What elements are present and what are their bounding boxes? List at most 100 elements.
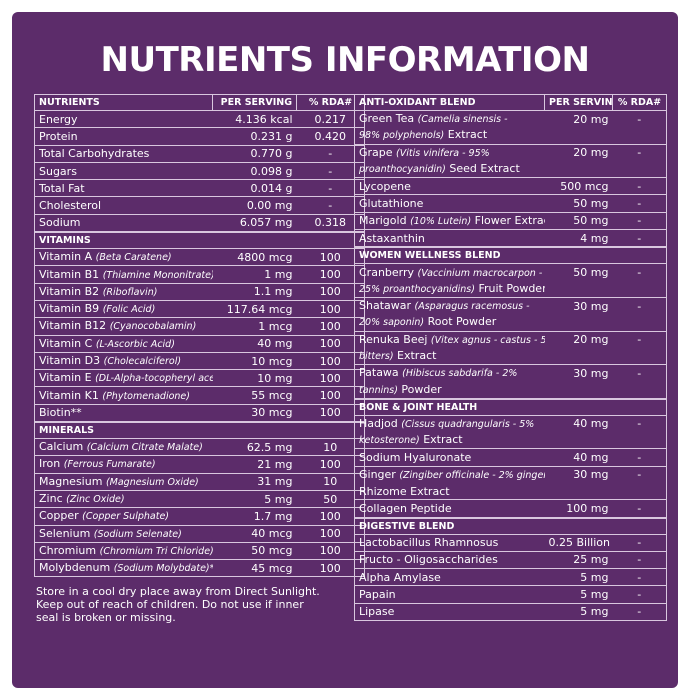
per-serving-value: 0.231 g [212,127,297,146]
table-row: Vitamin C (L-Ascorbic Acid) 40 mg 100 [34,334,366,353]
table-row-continuation: Rhizome Extract [354,482,668,501]
table-row: Lactobacillus Rhamnosus 0.25 Billion - [354,533,667,552]
ingredient-name-cell: Patawa (Hibiscus sabdarifa - 2% [354,364,545,382]
table-row: Protein 0.231 g 0.420 [34,127,365,146]
nutrient-name: Vitamin B2 [39,284,100,298]
digestive-table: DIGESTIVE BLEND Lactobacillus Rhamnosus 0… [354,517,667,622]
ingredient-source-cont: bitters) [359,351,394,362]
ingredient-name: Renuka Beej [359,332,428,346]
nutrient-name-cell: Selenium (Sodium Selenate) [34,524,213,543]
ingredient-part: Seed Extract [445,162,520,176]
nutrient-name: Sugars [39,164,77,178]
table-row-continuation: proanthocyanidin) Seed Extract [354,160,667,179]
table-row: Alpha Amylase 5 mg - [354,568,667,587]
table-row-continuation: tannins) Powder [354,381,667,399]
ingredient-name-continuation: bitters) Extract [354,347,545,366]
rda-value: - [612,364,667,382]
per-serving-value: 5 mg [544,602,613,622]
per-serving-value: 0.00 mg [212,196,297,215]
minerals-table: MINERALS Calcium (Calcium Citrate Malate… [33,422,366,578]
rda-value: 100 [296,351,366,371]
rda-value: - [612,533,667,552]
per-serving-value: 30 mg [544,364,613,382]
nutrient-name-cell: Zinc (Zinc Oxide) [34,489,213,509]
nutrient-name-cell: Sodium [34,213,213,233]
section-title-digestive: DIGESTIVE BLEND [354,517,667,535]
antioxidant-header-row: ANTI-OXIDANT BLEND PER SERVING % RDA# [354,94,667,111]
ingredient-source-cont: 98% polyphenols) [359,130,445,142]
ingredient-source-cont: proanthocyanidin) [359,164,446,176]
table-row: Calcium (Calcium Citrate Malate) 62.5 mg 1… [34,438,366,457]
ingredient-name-cell: Hadjod (Cissus quadrangularis - 5% [354,414,545,433]
per-serving-value: 62.5 mg [212,438,297,457]
ingredient-name: Green Tea [359,112,415,126]
per-serving-value: 20 mg [544,110,613,128]
table-row-continuation: 20% saponin) Root Powder [354,314,667,332]
table-row: Astaxanthin 4 mg - [354,229,667,248]
nutrient-source: (Copper Sulphate) [82,511,169,523]
empty-cell [544,160,613,179]
nutrient-name: Sodium [39,216,81,230]
nutrient-name-cell: Vitamin B9 (Folic Acid) [34,299,213,319]
table-row: Sodium Hyaluronate 40 mg - [354,448,668,467]
ingredient-name-cell: Lycopene [354,177,545,196]
ingredient-name: Fructo - Oligosaccharides [359,553,498,567]
ingredient-name: Astaxanthin [359,231,425,245]
per-serving-value: 0.098 g [212,161,297,181]
per-serving-value: 0.25 Billion [544,533,613,552]
empty-cell [612,160,667,179]
table-row: Sodium 6.057 mg 0.318 [34,213,365,233]
nutrients-header-row: NUTRIENTS PER SERVING % RDA# [34,94,365,111]
table-row: Glutathione 50 mg - [354,194,667,213]
ingredient-source-cont: 20% saponin) [359,317,425,329]
minerals-header-row: MINERALS [33,422,366,440]
table-row: Lycopene 500 mcg - [354,177,667,196]
left-column: NUTRIENTS PER SERVING % RDA# Energy 4.136… [33,94,366,624]
ingredient-name-continuation: 98% polyphenols) Extract [354,127,545,145]
ingredient-name: Lycopene [359,179,411,193]
ingredient-name: Papain [359,588,396,602]
nutrient-name: Total Fat [39,181,85,195]
nutrient-name-cell: Total Fat [34,179,213,198]
nutrient-source: (Chromium Tri Chloride) [99,545,213,557]
ingredient-name-cell: Sodium Hyaluronate [354,448,545,467]
ingredient-part: Flower Extract [474,213,545,227]
rda-value: - [612,263,667,281]
rda-value: - [612,177,667,196]
nutrient-name: Vitamin B12 [39,319,107,333]
right-column: ANTI-OXIDANT BLEND PER SERVING % RDA# Gr… [353,94,668,622]
per-serving-value: 10 mcg [212,351,297,371]
per-serving-value: 4.136 kcal [212,109,297,129]
per-serving-value: 10 mg [212,369,297,388]
ingredient-name-cell: Renuka Beej (Vitex agnus - castus - 5% [354,330,545,348]
ingredient-name-continuation: proanthocyanidin) Seed Extract [354,160,545,179]
rda-value: 50 [296,489,366,509]
empty-cell [612,347,667,366]
rda-value: - [612,229,667,248]
empty-cell [544,432,613,450]
section-title-vitamins: VITAMINS [33,232,366,250]
ingredient-name: Patawa [359,366,399,380]
nutrient-name-cell: Vitamin K1 (Phytomenadione) [34,386,213,405]
ingredient-name-cell: Grape (Vitis vinifera - 95% [354,143,545,161]
column-header-per-serving-right: PER SERVING [544,94,613,111]
nutrient-source: (L-Ascorbic Acid) [95,338,175,350]
nutrient-name-cell: Molybdenum (Sodium Molybdate)** [34,559,213,578]
rda-value: - [612,585,667,604]
nutrient-name-cell: Vitamin A (Beta Caratene) [34,248,213,267]
ingredient-name-cell: Shatawar (Asparagus racemosus - [354,296,545,315]
per-serving-value: 1 mg [212,265,297,284]
women-body: Cranberry (Vaccinium macrocarpon -50 mg -… [354,263,667,399]
table-row: Copper (Copper Sulphate) 1.7 mg 100 [34,507,366,526]
ingredient-name-cell: Alpha Amylase [354,568,545,587]
per-serving-value: 40 mg [544,448,613,467]
ingredient-source: (10% Lutein) [410,215,472,227]
nutrient-name: Protein [39,129,78,143]
antioxidant-body: Green Tea (Camelia sinensis -20 mg -98% p… [354,110,667,248]
ingredient-name-continuation: Rhizome Extract [354,482,545,501]
nutrient-name: Iron [39,457,61,471]
table-row-continuation: bitters) Extract [354,347,667,366]
ingredient-name: Collagen Peptide [359,501,452,515]
ingredient-name: Sodium Hyaluronate [359,450,472,464]
ingredient-source: (Hibiscus sabdarifa - 2% [402,368,518,380]
